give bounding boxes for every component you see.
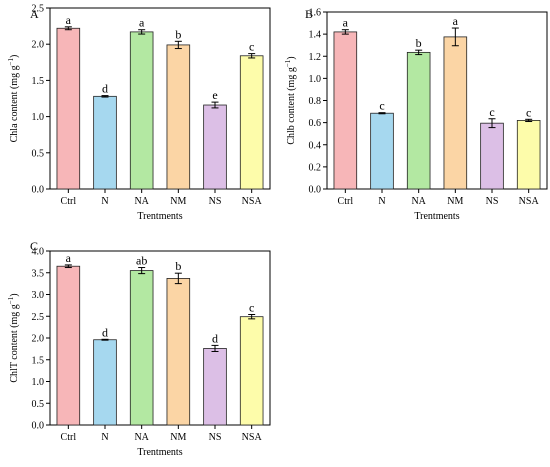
y-tick-label: 2.5 — [32, 4, 45, 15]
bar-nsa — [239, 316, 264, 426]
y-tick-label: 1.0 — [309, 74, 322, 85]
x-tick-label: NS — [209, 432, 222, 443]
bar-na — [129, 270, 154, 426]
panel-label: B — [305, 7, 313, 21]
bar-ns — [203, 104, 227, 190]
bar-n — [93, 339, 117, 426]
bar-ctrl — [56, 27, 81, 190]
bar-n — [370, 112, 394, 190]
chart-panel-a: A 0.0 0.5 1.0 1.5 2.0 2.5 a Ctrl d Na NA b NM e NS c NSA T… — [7, 4, 271, 222]
y-tick-label: 1.6 — [309, 8, 322, 19]
x-tick-label: NA — [411, 196, 426, 207]
x-tick-label: NM — [170, 196, 186, 207]
x-tick-label: NM — [447, 196, 463, 207]
chart-panel-b: B 0.0 0.2 0.4 0.6 0.8 1.0 1.2 1.4 1.6 a Ctrl c Nb NA a N… — [284, 7, 548, 222]
plot-frame — [49, 7, 271, 190]
y-tick-label: 4.0 — [32, 247, 45, 258]
x-tick-label: NA — [134, 432, 149, 443]
significance-letter: c — [249, 40, 254, 54]
y-tick-label: 0.2 — [309, 162, 322, 173]
y-tick-label: 0.0 — [32, 185, 45, 196]
panel-label: C — [30, 239, 38, 253]
y-tick-label: 1.5 — [32, 355, 45, 366]
x-tick-label: NS — [209, 196, 222, 207]
y-tick-label: 1.0 — [32, 377, 45, 388]
y-tick-label: 1.0 — [32, 112, 45, 123]
bar-n — [93, 95, 117, 190]
y-axis-title: Chla content (mg g−1) — [7, 55, 20, 143]
significance-letter: b — [175, 27, 181, 41]
y-tick-label: 0.0 — [309, 185, 322, 196]
y-tick-label: 3.5 — [32, 268, 45, 279]
y-tick-label: 2.5 — [32, 312, 45, 323]
bar-na — [406, 51, 431, 190]
y-tick-label: 0.8 — [309, 96, 322, 107]
x-tick-label: N — [378, 196, 385, 207]
bar-ctrl — [56, 265, 81, 426]
bar-nm — [166, 44, 191, 190]
y-tick-label: 1.5 — [32, 76, 45, 87]
x-tick-label: NSA — [242, 432, 263, 443]
chart-panel-c: C 0.0 0.5 1.0 1.5 2.0 2.5 3.0 3.5 4.0 a Ctrl d Nab NA b… — [7, 239, 271, 458]
x-tick-label: N — [101, 196, 108, 207]
bar-nsa — [516, 120, 541, 190]
significance-letter: a — [66, 13, 72, 27]
significance-letter: a — [139, 16, 145, 30]
x-tick-label: NSA — [519, 196, 540, 207]
bar-ns — [480, 122, 504, 190]
x-tick-label: NA — [134, 196, 149, 207]
significance-letter: c — [249, 301, 254, 315]
x-axis-title: Trentments — [137, 447, 182, 458]
y-tick-label: 2.0 — [32, 40, 45, 51]
bar-na — [129, 31, 154, 190]
x-axis-title: Trentments — [414, 211, 459, 222]
significance-letter: b — [175, 259, 181, 273]
significance-letter: d — [102, 82, 108, 96]
y-axis-title: Chlb content (mg g−1) — [284, 56, 297, 144]
significance-letter: d — [102, 325, 108, 339]
y-tick-label: 1.4 — [309, 30, 322, 41]
bar-ns — [203, 348, 227, 426]
significance-letter: a — [343, 16, 349, 30]
bar-nsa — [239, 55, 264, 190]
x-tick-label: N — [101, 432, 108, 443]
y-tick-label: 2.0 — [32, 334, 45, 345]
panel-label: A — [30, 7, 39, 21]
y-tick-label: 0.4 — [309, 140, 322, 151]
x-axis-title: Trentments — [137, 211, 182, 222]
bar-nm — [166, 278, 191, 426]
x-tick-label: Ctrl — [61, 432, 77, 443]
x-tick-label: Ctrl — [338, 196, 354, 207]
y-tick-label: 0.5 — [32, 148, 45, 159]
significance-letter: e — [212, 88, 217, 102]
significance-letter: c — [489, 105, 494, 119]
significance-letter: c — [379, 99, 384, 113]
x-tick-label: Ctrl — [61, 196, 77, 207]
x-tick-label: NS — [486, 196, 499, 207]
significance-letter: b — [416, 36, 422, 50]
significance-letter: a — [453, 14, 459, 28]
significance-letter: a — [66, 251, 72, 265]
significance-letter: d — [212, 331, 218, 345]
y-tick-label: 1.2 — [309, 52, 322, 63]
y-tick-label: 0.5 — [32, 399, 45, 410]
x-tick-label: NSA — [242, 196, 263, 207]
significance-letter: ab — [136, 254, 147, 268]
y-axis-title: ChlT content (mg g−1) — [7, 293, 20, 382]
y-tick-label: 0.0 — [32, 421, 45, 432]
bar-ctrl — [333, 31, 358, 190]
x-tick-label: NM — [170, 432, 186, 443]
y-tick-label: 3.0 — [32, 290, 45, 301]
significance-letter: c — [526, 105, 531, 119]
y-tick-label: 0.6 — [309, 118, 322, 129]
bar-nm — [443, 36, 468, 190]
